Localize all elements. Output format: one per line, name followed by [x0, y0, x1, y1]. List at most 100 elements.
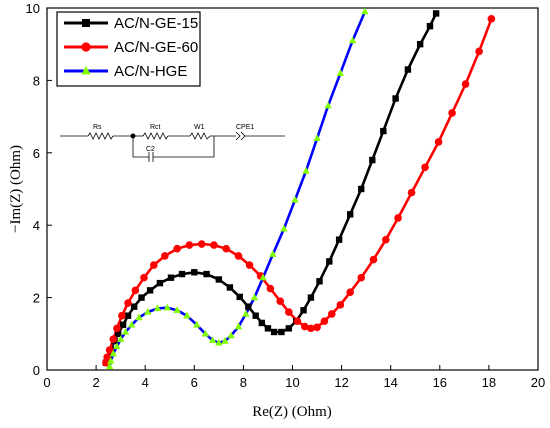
y-tick-label: 8 — [33, 73, 40, 88]
y-axis-title: −Im(Z) (Ohm) — [8, 145, 24, 233]
data-point-series-1 — [252, 312, 259, 319]
x-tick-label: 8 — [240, 375, 247, 390]
data-point-series-1 — [119, 321, 127, 328]
data-point-series-3 — [348, 36, 357, 44]
x-tick-label: 18 — [482, 375, 496, 390]
data-point-series-2 — [222, 244, 231, 253]
y-tick-label: 10 — [26, 1, 40, 16]
data-point-series-2 — [394, 214, 402, 222]
data-point-series-2 — [313, 323, 321, 332]
data-point-series-1 — [264, 325, 272, 332]
y-tick-label: 2 — [33, 291, 40, 306]
x-axis-ticks: 0 2 4 6 8 10 12 14 16 18 20 — [43, 365, 545, 390]
data-point-series-1 — [316, 278, 323, 285]
data-point-series-1 — [300, 307, 307, 314]
data-point-series-3 — [280, 224, 288, 232]
data-point-series-3 — [163, 303, 171, 311]
data-point-series-2 — [448, 109, 456, 117]
legend-label-1: AC/N-GE-15 — [114, 15, 198, 32]
data-point-series-3 — [201, 329, 210, 337]
data-point-series-2 — [161, 252, 169, 260]
data-point-series-3 — [269, 250, 277, 257]
series-markers — [102, 7, 496, 370]
rct-label: Rct — [150, 124, 161, 131]
data-point-series-3 — [215, 338, 223, 346]
data-point-series-3 — [259, 273, 267, 281]
y-tick-label: 0 — [33, 363, 40, 378]
data-point-series-1 — [326, 258, 333, 265]
data-point-series-1 — [432, 10, 440, 17]
data-point-series-1 — [124, 312, 132, 319]
data-point-series-1 — [335, 236, 343, 243]
data-point-series-2 — [109, 335, 118, 344]
legend-label-3: AC/N-HGE — [114, 63, 187, 80]
data-point-series-1 — [215, 276, 223, 283]
data-point-series-1 — [226, 284, 234, 291]
x-tick-label: 10 — [285, 375, 299, 390]
data-point-series-1 — [270, 328, 278, 336]
data-point-series-2 — [197, 240, 206, 248]
data-point-series-2 — [346, 288, 354, 296]
data-point-series-2 — [285, 308, 293, 316]
data-point-series-3 — [107, 356, 115, 364]
x-tick-label: 16 — [433, 375, 447, 390]
data-point-series-2 — [407, 188, 416, 197]
data-point-series-1 — [278, 328, 285, 336]
data-point-series-2 — [307, 324, 315, 333]
data-point-series-2 — [140, 273, 148, 282]
data-point-series-1 — [138, 294, 145, 301]
data-point-series-1 — [258, 319, 266, 327]
data-point-series-2 — [266, 284, 275, 293]
rs-label: Rs — [93, 124, 102, 131]
data-point-series-2 — [320, 317, 329, 325]
x-tick-label: 0 — [43, 375, 50, 390]
data-point-series-1 — [191, 269, 198, 276]
data-point-series-2 — [336, 301, 345, 309]
data-point-series-3 — [209, 336, 217, 344]
data-point-series-3 — [313, 134, 321, 142]
data-point-series-2 — [118, 311, 126, 320]
data-point-series-2 — [293, 317, 302, 325]
data-point-series-2 — [131, 286, 140, 295]
legend-marker-3 — [81, 65, 91, 75]
data-point-series-2 — [381, 235, 390, 244]
legend-label-2: AC/N-GE-60 — [114, 39, 198, 56]
data-point-series-2 — [434, 138, 443, 146]
y-axis-ticks: 0 2 4 6 8 10 — [26, 1, 52, 378]
data-point-series-1 — [203, 270, 210, 278]
data-point-series-2 — [357, 273, 366, 282]
data-point-series-1 — [146, 287, 154, 294]
w1-label: W1 — [194, 124, 205, 131]
cpe1-label: CPE1 — [236, 124, 254, 131]
data-point-series-3 — [105, 362, 114, 370]
data-point-series-1 — [245, 303, 252, 310]
y-tick-label: 6 — [33, 146, 40, 161]
data-point-series-1 — [416, 41, 424, 48]
data-point-series-3 — [183, 311, 191, 319]
data-point-series-1 — [346, 211, 354, 218]
data-point-series-3 — [242, 309, 250, 317]
data-point-series-3 — [302, 166, 310, 174]
circuit-wire — [153, 136, 215, 158]
x-tick-label: 4 — [142, 375, 149, 390]
data-point-series-1 — [114, 330, 122, 337]
data-point-series-1 — [392, 95, 399, 102]
data-point-series-2 — [276, 297, 285, 306]
data-point-series-2 — [173, 244, 181, 253]
data-point-series-3 — [336, 69, 345, 76]
rct-resistor — [142, 132, 169, 140]
data-point-series-2 — [461, 80, 470, 88]
data-point-series-2 — [421, 163, 429, 172]
data-point-series-2 — [185, 241, 194, 249]
data-point-series-2 — [210, 241, 218, 249]
data-point-series-1 — [426, 22, 434, 30]
data-point-series-3 — [116, 335, 125, 342]
data-point-series-3 — [234, 322, 243, 330]
data-point-series-1 — [156, 279, 164, 287]
data-point-series-3 — [121, 327, 130, 335]
data-point-series-3 — [221, 337, 229, 344]
data-point-series-1 — [369, 156, 376, 164]
data-point-series-2 — [487, 15, 496, 23]
x-tick-label: 12 — [334, 375, 348, 390]
